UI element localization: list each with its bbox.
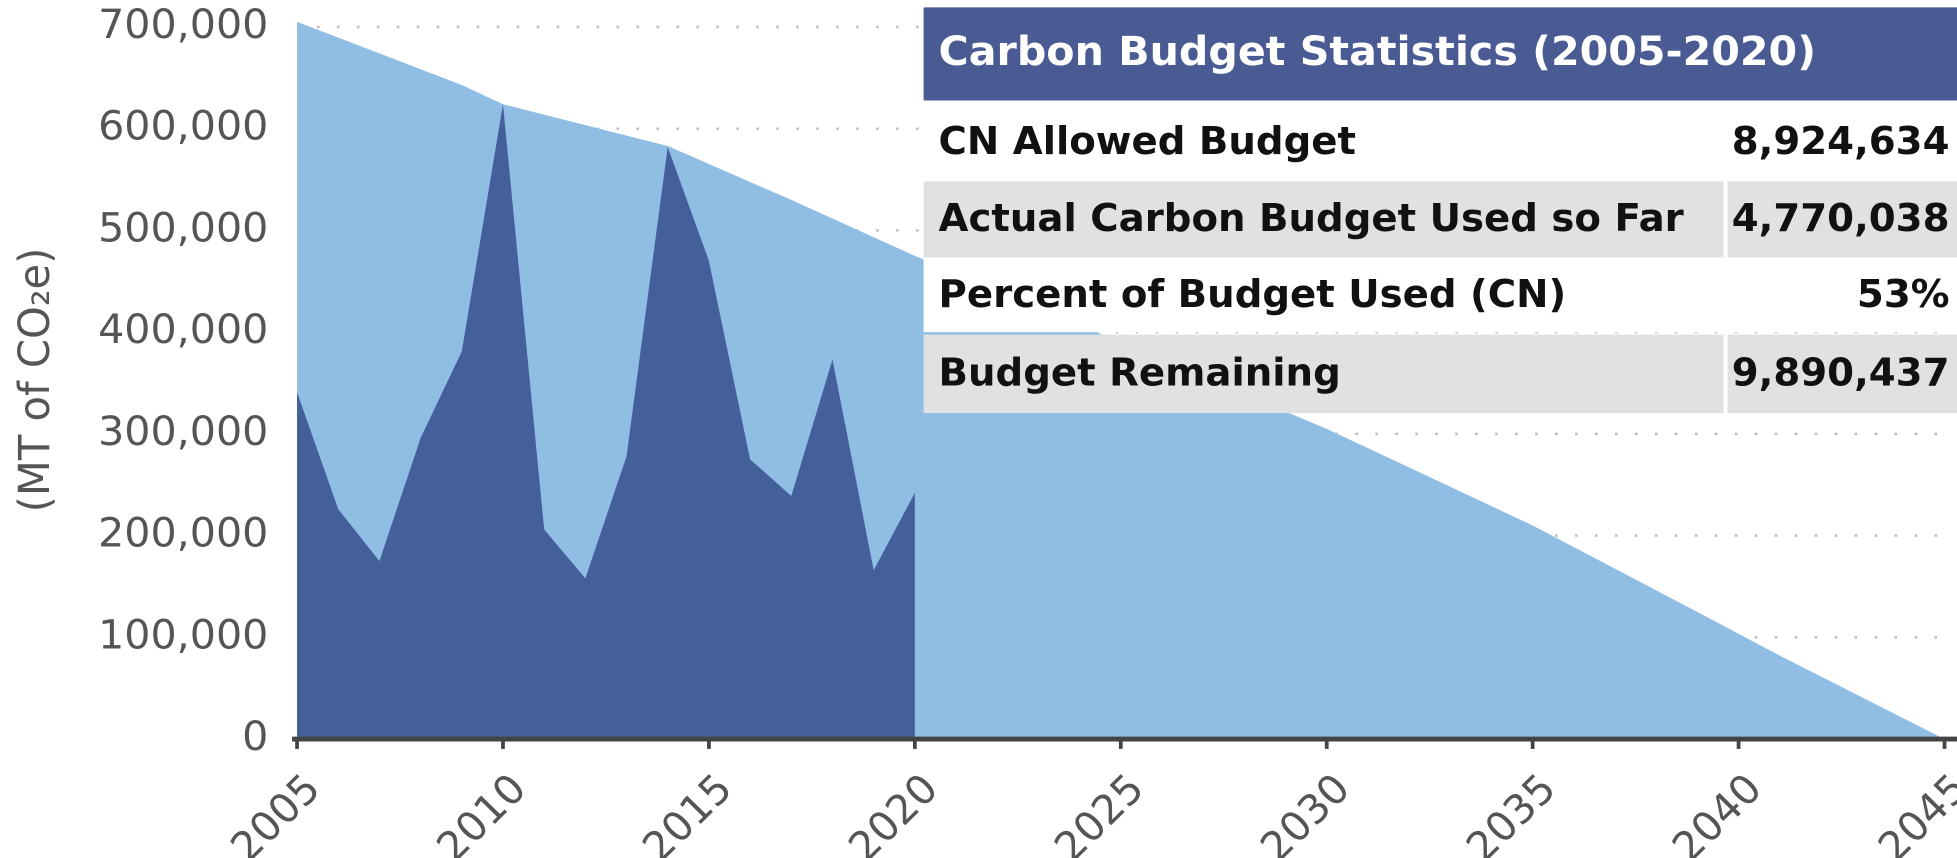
table-value: 9,890,437	[1732, 351, 1950, 396]
table-header-bg	[923, 7, 1957, 101]
x-tick-label: 2025	[1045, 764, 1153, 858]
table-divider	[1723, 258, 1728, 333]
x-tick-label: 2030	[1251, 764, 1359, 858]
y-tick-label: 300,000	[98, 407, 268, 455]
table-label: Percent of Budget Used (CN)	[939, 272, 1567, 317]
y-axis-label: (MT of CO₂e)	[10, 248, 59, 513]
table-title: Carbon Budget Statistics (2005-2020)	[939, 27, 1816, 75]
table-divider	[1723, 181, 1728, 258]
table-label: CN Allowed Budget	[939, 119, 1356, 164]
table-value: 4,770,038	[1732, 196, 1950, 241]
x-tick-label: 2040	[1663, 764, 1771, 858]
x-tick-label: 2035	[1457, 764, 1565, 858]
y-tick-label: 200,000	[98, 509, 268, 557]
table-value: 53%	[1857, 272, 1950, 317]
y-tick-label: 700,000	[98, 0, 268, 48]
table-row-bg	[923, 105, 1724, 179]
table-row-bg	[1727, 105, 1957, 179]
table-divider	[1723, 105, 1728, 179]
x-tick-label: 2020	[839, 764, 947, 858]
y-tick-label: 100,000	[98, 611, 268, 659]
y-tick-label: 600,000	[98, 102, 268, 150]
table-row-bg	[1727, 334, 1957, 414]
stats-table: Carbon Budget Statistics (2005-2020) CN A…	[923, 7, 1957, 414]
area	[297, 104, 915, 740]
y-tick-label: 500,000	[98, 204, 268, 252]
table-label: Actual Carbon Budget Used so Far	[939, 196, 1684, 241]
table-row-bg	[923, 181, 1724, 258]
x-tick-label: 2045	[1869, 764, 1957, 858]
x-tick-label: 2015	[633, 764, 741, 858]
table-divider	[1723, 334, 1728, 414]
y-tick-label: 0	[242, 712, 268, 760]
table-value: 8,924,634	[1732, 119, 1950, 164]
table-row-bg	[923, 258, 1724, 333]
table-label: Budget Remaining	[939, 351, 1341, 396]
x-tick-label: 2005	[221, 764, 329, 858]
table-row-bg	[923, 334, 1724, 414]
y-tick-label: 400,000	[98, 305, 268, 353]
x-tick-label: 2010	[427, 764, 535, 858]
table-row-bg	[1727, 258, 1957, 333]
table-row-bg	[1727, 181, 1957, 258]
